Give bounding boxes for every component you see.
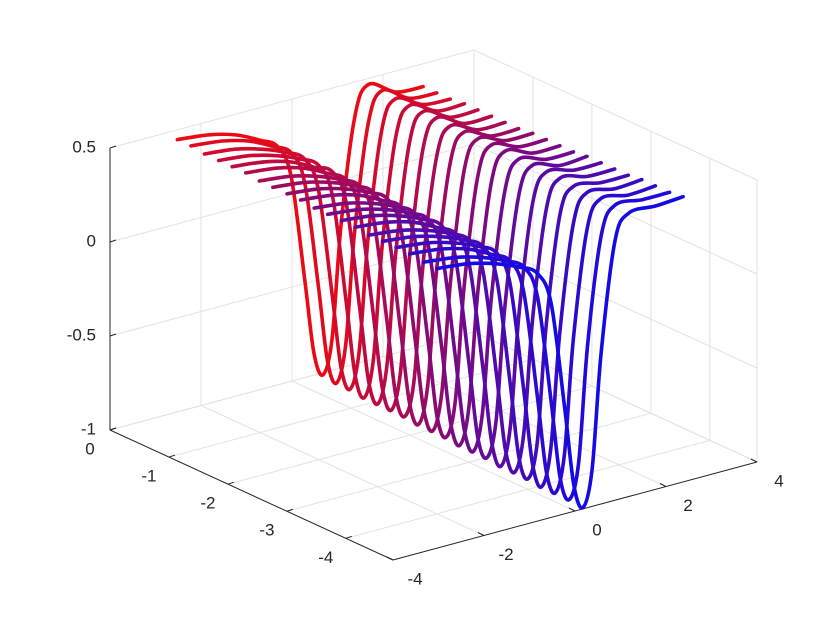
y-tick-label: -3	[259, 521, 274, 540]
curve	[380, 173, 631, 481]
grid-line	[109, 331, 475, 431]
curve	[394, 177, 644, 490]
x-tick	[477, 532, 485, 536]
x-tick	[386, 556, 394, 561]
x-tick	[568, 507, 576, 512]
curve	[202, 96, 452, 392]
x-tick-label: -2	[498, 545, 513, 564]
curve	[422, 190, 672, 502]
curve	[189, 87, 439, 386]
x-tick	[750, 458, 758, 463]
curve	[339, 154, 589, 461]
curve	[353, 161, 603, 469]
x-tick-label: 0	[592, 520, 601, 539]
y-tick-label: -1	[141, 467, 156, 486]
y-tick	[345, 535, 352, 539]
grid-line	[345, 439, 710, 539]
curve	[435, 194, 685, 510]
z-tick	[109, 239, 117, 243]
curve	[312, 143, 562, 448]
x-tick-label: 4	[774, 471, 783, 490]
curve	[325, 150, 576, 454]
grid-line	[473, 143, 758, 275]
x-tick-label: -4	[407, 569, 422, 588]
curve	[271, 126, 521, 427]
y-tick-label: 0	[85, 439, 94, 458]
curve	[298, 137, 549, 440]
curve	[285, 131, 535, 434]
y-tick	[286, 508, 294, 512]
curve	[175, 81, 425, 378]
x-tick-label: 2	[683, 496, 692, 515]
y-tick	[227, 481, 235, 485]
grid-line	[109, 49, 475, 149]
curve	[367, 167, 617, 475]
z-tick-label: 0.5	[72, 137, 96, 156]
grid-line	[200, 405, 485, 536]
z-tick-label: -0.5	[67, 325, 96, 344]
z-tick	[109, 333, 117, 337]
z-tick	[109, 145, 117, 149]
y-tick	[109, 427, 117, 431]
y-tick-label: -2	[200, 494, 215, 513]
plot-lines	[175, 81, 685, 510]
curve	[407, 184, 658, 496]
z-tick-label: -1	[81, 419, 96, 438]
grid-line	[473, 49, 758, 181]
y-axis	[109, 429, 394, 561]
curve	[230, 108, 480, 407]
x-tick	[659, 483, 667, 487]
curve	[257, 120, 507, 419]
grid-line	[473, 237, 758, 369]
y-tick-label: -4	[318, 548, 333, 567]
z-tick-label: 0	[87, 231, 96, 250]
grid-line	[286, 412, 652, 512]
y-tick	[168, 454, 176, 458]
grid-line	[227, 385, 593, 485]
curve	[216, 101, 467, 400]
curve	[244, 114, 494, 413]
